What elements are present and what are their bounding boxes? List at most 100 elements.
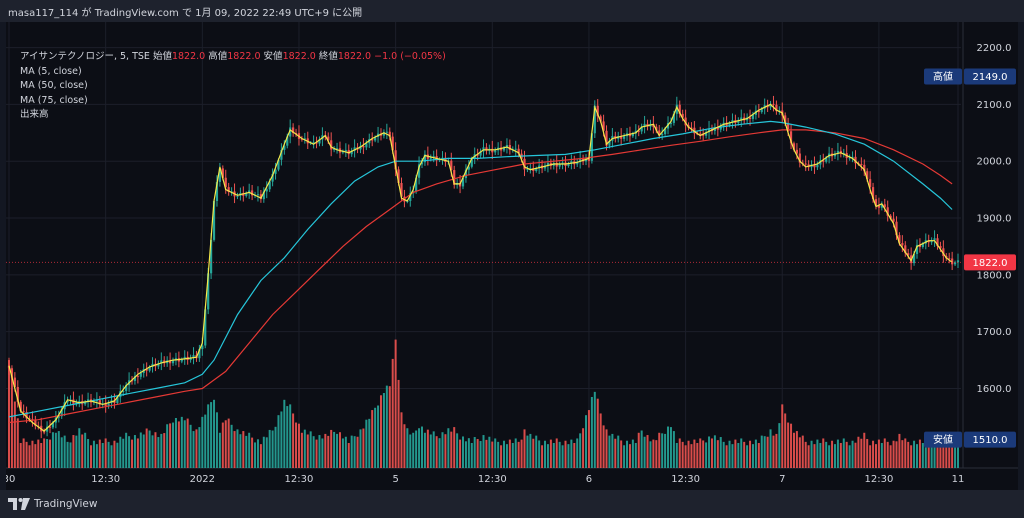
volume-bar — [95, 444, 98, 468]
candle-body — [353, 147, 356, 151]
candle-body — [502, 147, 506, 151]
volume-bar — [702, 440, 705, 468]
candle-body — [330, 140, 333, 150]
price-chart[interactable]: 1600.0 1700.0 1800.0 1900.0 2000.0 2100.0 2200… — [6, 22, 1018, 490]
candle-body — [822, 160, 825, 162]
volume-bar — [324, 433, 327, 468]
candle-body — [602, 121, 605, 131]
brand-name[interactable]: TradingView — [34, 498, 98, 510]
candle-body — [453, 170, 456, 185]
time-tick-label: 12:30 — [91, 474, 120, 485]
indicator-ma75[interactable]: MA (75, close) — [20, 94, 88, 106]
volume-bar — [435, 436, 438, 468]
volume-bar — [37, 439, 40, 468]
price-tick-label: 1900.0 — [977, 214, 1012, 225]
volume-bar — [831, 440, 834, 468]
volume-bar — [915, 444, 918, 468]
volume-bar — [734, 439, 737, 468]
volume-bar — [848, 445, 851, 468]
volume-bar — [63, 435, 66, 468]
candle-body — [139, 372, 142, 377]
candle-body — [251, 190, 254, 196]
candle-body — [772, 103, 775, 105]
price-tags: 高値 2149.0 安値 1510.0 1822.0 — [6, 68, 1016, 448]
volume-bar — [321, 438, 324, 468]
volume-bar — [418, 428, 421, 468]
candle-body — [798, 153, 801, 163]
candle-body — [813, 164, 816, 168]
candle-body — [34, 420, 37, 426]
volume-bar — [599, 413, 602, 468]
volume-bar — [283, 399, 286, 468]
tradingview-logo-icon[interactable] — [8, 498, 30, 510]
candle-body — [98, 400, 101, 405]
volume-bar — [309, 431, 312, 468]
candle-body — [236, 195, 239, 197]
indicator-ma5[interactable]: MA (5, close) — [20, 65, 82, 77]
volume-bar — [889, 445, 892, 468]
volume-bar — [450, 431, 453, 468]
candle-body — [948, 258, 951, 260]
volume-bar — [667, 426, 670, 468]
time-tick-label: 7 — [779, 474, 785, 485]
volume-bar — [784, 413, 787, 468]
volume-bar — [690, 444, 693, 468]
volume-bar — [740, 438, 743, 468]
volume-bar — [338, 432, 341, 468]
volume-bar — [681, 441, 684, 468]
volume-bar — [461, 436, 464, 468]
low-price-tag: 安値 1510.0 — [924, 431, 1016, 448]
volume-bar — [227, 418, 230, 468]
volume-bar — [412, 432, 415, 468]
candle-body — [344, 149, 347, 152]
volume-bar — [652, 439, 655, 468]
volume-bar — [388, 386, 391, 468]
indicator-ma50[interactable]: MA (50, close) — [20, 80, 88, 91]
candle-body — [678, 104, 681, 114]
candle-body — [145, 369, 148, 371]
candle-body — [605, 130, 608, 146]
symbol-name: アイサンテクノロジー, 5, TSE — [20, 51, 150, 62]
last-price-tag: 1822.0 — [964, 254, 1016, 271]
volume-bar — [746, 445, 749, 468]
candle-body — [10, 368, 14, 378]
candle-body — [458, 182, 462, 187]
volume-bar — [546, 444, 549, 468]
indicator-volume[interactable]: 出来高 — [20, 109, 49, 120]
volume-bar — [731, 444, 734, 468]
volume-bar — [611, 433, 614, 468]
volume-bar — [479, 441, 482, 468]
chart-frame[interactable]: 1600.0 1700.0 1800.0 1900.0 2000.0 2100.0 2200… — [6, 22, 1018, 490]
volume-bar — [737, 443, 740, 468]
volume-bar — [883, 438, 886, 468]
candle-body — [860, 164, 863, 166]
high-price-tag-label: 高値 — [933, 70, 953, 83]
volume-bar — [110, 445, 113, 468]
time-tick-label: 11 — [952, 474, 965, 485]
volume-bar — [693, 439, 696, 468]
volume-bar — [195, 429, 198, 468]
volume-bar — [254, 442, 257, 468]
candle-body — [350, 150, 353, 155]
candle-body — [210, 239, 213, 274]
volume-bar — [341, 438, 344, 468]
volume-bar — [696, 443, 699, 468]
candle-body — [690, 127, 693, 129]
volume-bar — [391, 358, 394, 468]
candle-body — [622, 136, 626, 139]
time-tick-label: 30 — [6, 474, 15, 485]
volume-bar — [579, 433, 582, 468]
volume-bar — [403, 424, 406, 468]
ohlc-high-value: 1822.0 — [227, 51, 261, 62]
volume-bar — [34, 444, 37, 468]
volume-bar — [892, 440, 895, 468]
volume-bar — [687, 440, 690, 468]
candle-body — [836, 150, 840, 154]
candle-body — [409, 193, 412, 201]
volume-bar — [318, 435, 321, 468]
candle-body — [429, 157, 432, 159]
price-tick-label: 2100.0 — [977, 100, 1012, 111]
price-tick-label: 2200.0 — [977, 43, 1012, 54]
candle-body — [608, 140, 611, 146]
volume-bar — [16, 418, 19, 468]
